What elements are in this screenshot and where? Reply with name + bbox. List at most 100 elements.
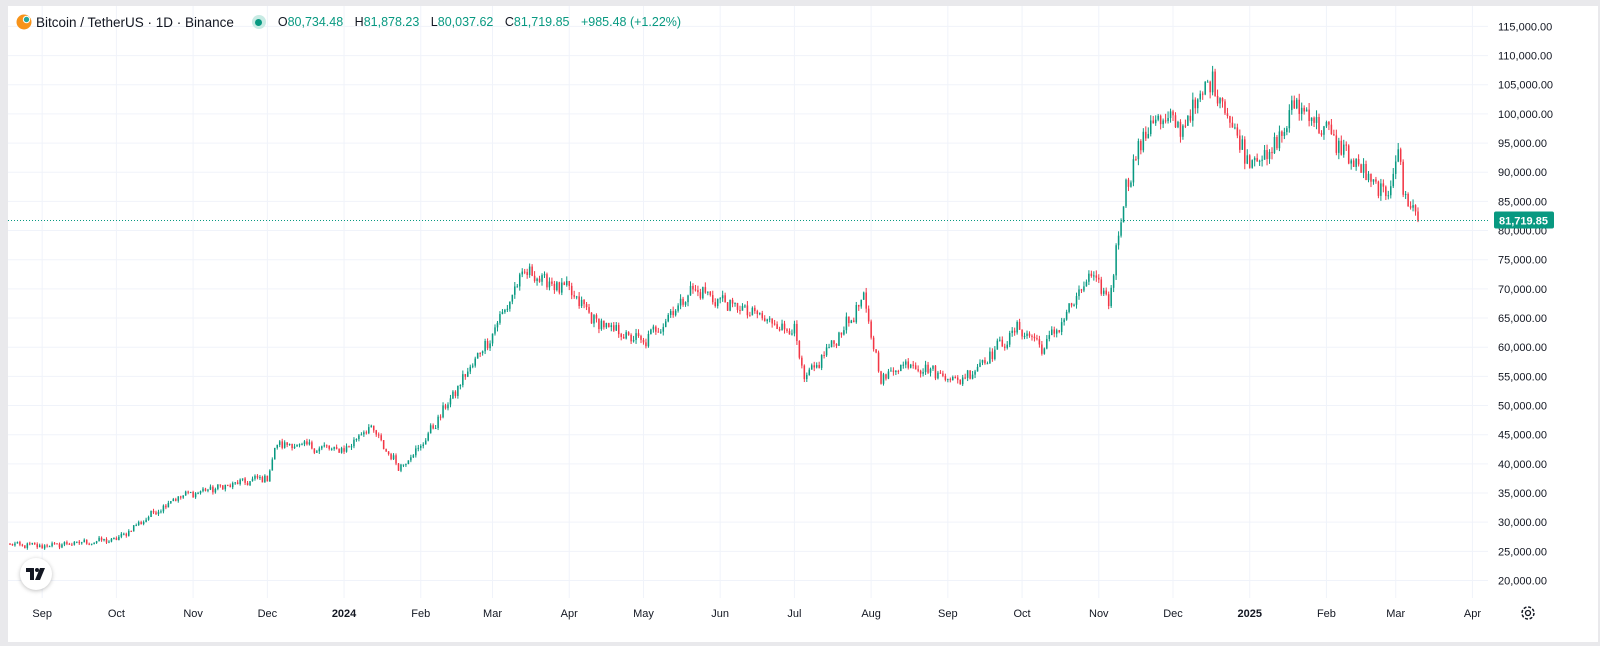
candle [1182,124,1184,140]
candle [100,536,103,542]
candle-body [1325,121,1328,127]
candle [1325,120,1328,128]
candle-body [157,511,160,515]
candle [110,538,113,543]
high-label: H [354,15,364,29]
candle-body [1318,117,1320,134]
candle [1234,123,1236,130]
candle [952,375,954,381]
candle [909,363,912,369]
candle [1135,156,1137,161]
candle-body [1209,81,1211,93]
candle [711,290,714,305]
candle-body [491,333,494,344]
candle-body [684,302,687,305]
candle [335,444,338,450]
candle-body [1226,113,1229,117]
candle [1216,89,1219,107]
settings-gear-icon[interactable] [1519,604,1537,622]
candle [994,346,996,361]
candle [514,281,516,299]
tradingview-logo-icon[interactable] [20,558,52,590]
candle-body [1263,150,1266,160]
candle [234,481,236,485]
candle [387,451,390,456]
candle-body [125,533,128,536]
candle-body [1298,99,1300,114]
candle [645,338,647,349]
candle-body [266,475,269,482]
candle [956,375,959,384]
candle-body [662,326,665,332]
x-tick-label: Dec [258,608,278,620]
x-tick-label: Nov [183,608,203,620]
candle [981,359,984,366]
candle-body [303,441,306,445]
candle-body [1070,303,1073,306]
candle [1409,201,1412,210]
y-tick-label: 65,000.00 [1498,313,1547,325]
candle-body [966,370,969,378]
candle-body [46,545,48,547]
candle [942,370,944,378]
candle-body [600,320,603,330]
candle-body [1043,348,1046,354]
candle [459,384,462,390]
candle-body [1211,71,1214,93]
y-tick-label: 110,000.00 [1498,51,1552,63]
candle-body [605,323,608,328]
candle [1404,190,1407,200]
candle-body [776,324,778,330]
last-price-badge [1494,211,1554,229]
candle-body [1387,195,1390,197]
candle [1162,118,1164,129]
candle-body [617,325,620,335]
candle [323,442,326,448]
candle [1355,158,1357,171]
candle-body [1100,279,1103,294]
candle-body [565,281,568,286]
candle-body [1055,330,1058,334]
candle [1377,180,1380,199]
candle-body [360,434,363,436]
candle-body [694,289,697,291]
x-tick-label: Jun [711,608,729,620]
candle [991,348,994,362]
bitcoin-icon [16,14,32,30]
candle-body [1201,93,1204,95]
candle-body [578,296,580,307]
candle [526,268,528,279]
candle [825,343,828,357]
candle-body [118,536,120,540]
candle-body [333,447,335,449]
symbol-title[interactable]: Bitcoin / TetherUS · 1D · Binance [36,14,234,30]
candle [721,290,724,302]
x-tick-label: May [633,608,654,620]
candle-body [422,444,425,447]
candle [947,378,949,383]
candle-body [432,425,434,429]
candle-body [575,296,578,298]
candle-body [620,334,622,337]
candle [479,352,481,358]
candle [865,287,867,313]
candle-body [382,440,385,450]
candle-body [724,295,726,303]
open-value: 80,734.48 [287,15,344,29]
candle [1194,97,1197,114]
candle [652,324,655,333]
market-status-icon[interactable] [251,15,266,29]
candle [353,437,355,449]
candle [1375,176,1377,184]
candle [140,520,142,525]
candle-body [1197,99,1199,109]
candle [1011,327,1013,337]
candle [199,490,202,495]
candle [835,343,838,349]
candle [1001,336,1004,347]
candle-body [264,475,266,483]
candle-body [1080,289,1083,291]
candle [1256,153,1258,162]
candle-body [721,295,724,299]
